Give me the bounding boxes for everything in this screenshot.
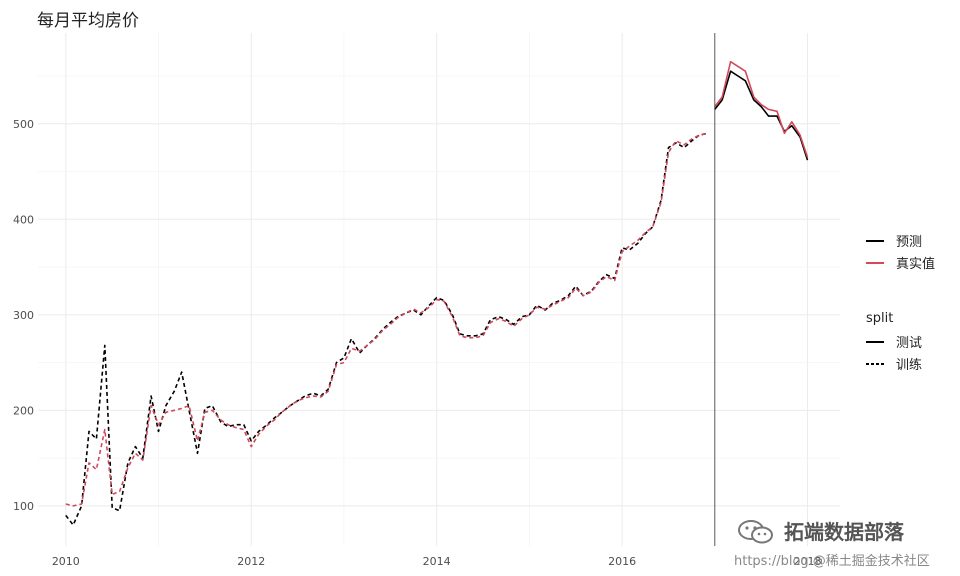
prediction-train-line (65, 132, 708, 526)
legend-label: 测试 (896, 336, 922, 351)
chart-title: 每月平均房价 (37, 11, 139, 31)
y-tick-label: 400 (13, 213, 34, 226)
prediction-test-line (714, 70, 809, 161)
y-tick-label: 200 (13, 404, 34, 417)
x-tick-label: 2012 (237, 555, 265, 568)
actual-train-line (65, 132, 708, 507)
watermark-main: 拓端数据部落 (784, 520, 904, 544)
watermark-sub: https://blog.@稀土掘金技术社区 (734, 554, 930, 569)
legend-title-split: split (866, 311, 893, 326)
y-tick-label: 300 (13, 309, 34, 322)
x-tick-label: 2014 (423, 555, 451, 568)
x-tick-label: 2016 (608, 555, 636, 568)
x-tick-label: 2018 (794, 555, 822, 568)
y-tick-label: 100 (13, 500, 34, 513)
watermark: 拓端数据部落 https://blog.@稀土掘金技术社区 (732, 516, 957, 572)
legend-label: 预测 (896, 235, 922, 250)
y-tick-label: 500 (13, 118, 34, 131)
wechat-icon (738, 520, 773, 544)
actual-test-line (714, 60, 809, 158)
x-tick-label: 2010 (52, 555, 80, 568)
legend-label: 训练 (896, 358, 922, 373)
legend-label: 真实值 (896, 256, 935, 272)
